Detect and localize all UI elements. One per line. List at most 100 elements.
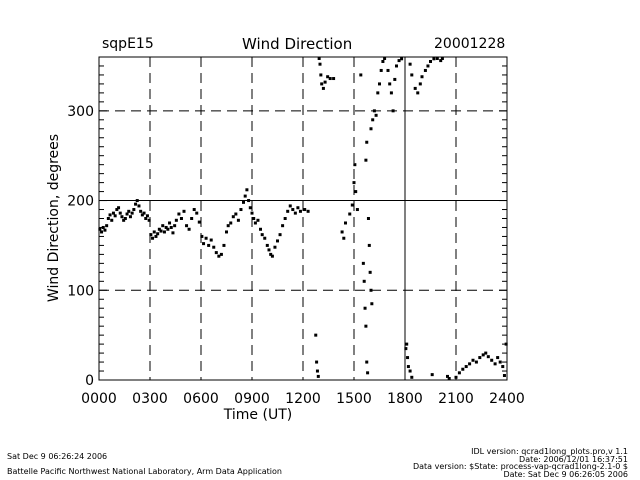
- data-point: [326, 75, 330, 79]
- data-point: [379, 68, 383, 72]
- data-point: [348, 212, 352, 216]
- data-point: [362, 279, 366, 283]
- data-point: [281, 224, 285, 228]
- data-point: [368, 270, 372, 274]
- data-point: [501, 365, 505, 369]
- footer-timestamp: Sat Dec 9 06:26:24 2006: [7, 452, 108, 461]
- data-point: [365, 140, 369, 144]
- data-point: [306, 209, 310, 213]
- data-point: [381, 59, 385, 63]
- data-point: [318, 62, 322, 66]
- data-point: [423, 68, 427, 72]
- data-point: [432, 57, 436, 61]
- site-label: sqpE15: [102, 36, 154, 52]
- data-point: [490, 358, 494, 362]
- data-point: [190, 217, 194, 220]
- data-point: [132, 208, 136, 212]
- footer-run-date: Date: Sat Dec 9 06:26:05 2006: [503, 470, 628, 479]
- data-point: [474, 360, 478, 364]
- data-point: [123, 217, 127, 220]
- data-point: [316, 374, 320, 378]
- x-tick-label: 0000: [81, 391, 117, 407]
- data-point: [319, 73, 323, 77]
- data-point: [110, 218, 114, 222]
- chart-title: Wind Direction: [242, 35, 353, 53]
- data-point: [234, 212, 238, 216]
- data-point: [344, 221, 347, 225]
- data-point: [395, 64, 398, 68]
- data-point: [270, 254, 274, 258]
- data-point: [204, 236, 208, 240]
- data-point: [291, 208, 295, 212]
- data-point: [207, 243, 211, 247]
- data-point: [101, 225, 105, 229]
- data-point: [410, 375, 414, 379]
- data-point: [147, 218, 151, 222]
- data-point: [139, 209, 143, 213]
- data-point: [229, 221, 233, 225]
- data-point: [269, 252, 273, 256]
- data-point: [197, 220, 201, 224]
- data-point: [367, 243, 371, 247]
- y-tick-label: 200: [67, 194, 94, 210]
- data-point: [225, 230, 228, 234]
- data-point: [243, 194, 247, 198]
- data-point: [298, 209, 302, 213]
- x-tick-label: 1500: [336, 391, 372, 407]
- data-point: [248, 206, 252, 210]
- data-point: [374, 113, 378, 117]
- data-point: [98, 227, 102, 231]
- data-point: [418, 82, 422, 86]
- footer-data-version: Data version: $State: process-vap-qcrad1…: [412, 462, 628, 471]
- data-point: [164, 225, 168, 229]
- data-point: [314, 333, 318, 337]
- data-point: [361, 261, 365, 265]
- data-point: [376, 91, 380, 95]
- data-point: [447, 377, 451, 380]
- data-point: [159, 229, 163, 233]
- y-axis-label: Wind Direction, degrees: [46, 134, 62, 302]
- data-point: [413, 86, 417, 90]
- x-tick-label: 0300: [132, 391, 168, 407]
- data-point: [364, 324, 368, 328]
- data-point: [410, 73, 414, 77]
- data-point: [259, 227, 262, 231]
- data-point: [496, 356, 500, 360]
- data-point: [502, 374, 506, 378]
- data-point: [430, 373, 434, 377]
- data-point: [371, 118, 375, 122]
- data-point: [179, 217, 183, 220]
- data-point: [317, 57, 321, 60]
- data-point: [404, 347, 408, 351]
- y-tick-label: 0: [85, 373, 94, 389]
- data-point: [100, 230, 104, 234]
- data-point: [245, 188, 249, 192]
- data-point: [212, 245, 216, 249]
- data-point: [174, 218, 178, 222]
- data-point: [134, 202, 138, 206]
- data-point: [267, 248, 271, 252]
- data-point: [369, 288, 373, 292]
- data-point: [252, 217, 256, 220]
- data-point: [435, 57, 439, 60]
- data-point: [408, 62, 412, 66]
- data-point: [276, 239, 279, 243]
- data-point: [115, 208, 119, 212]
- x-tick-label: 0600: [183, 391, 219, 407]
- data-point: [328, 77, 332, 81]
- data-point: [439, 59, 443, 63]
- data-point: [113, 214, 117, 218]
- data-point: [214, 251, 218, 255]
- data-point: [260, 233, 264, 237]
- data-point: [173, 224, 177, 228]
- data-point: [125, 212, 129, 216]
- data-point: [420, 75, 424, 79]
- data-point: [303, 208, 307, 212]
- data-point: [426, 64, 430, 68]
- data-point: [209, 238, 213, 242]
- data-point: [182, 209, 186, 213]
- footer-idl-version: IDL version: qcrad1long_plots.pro,v 1.1: [471, 447, 628, 456]
- data-point: [397, 59, 401, 63]
- data-point: [359, 73, 363, 77]
